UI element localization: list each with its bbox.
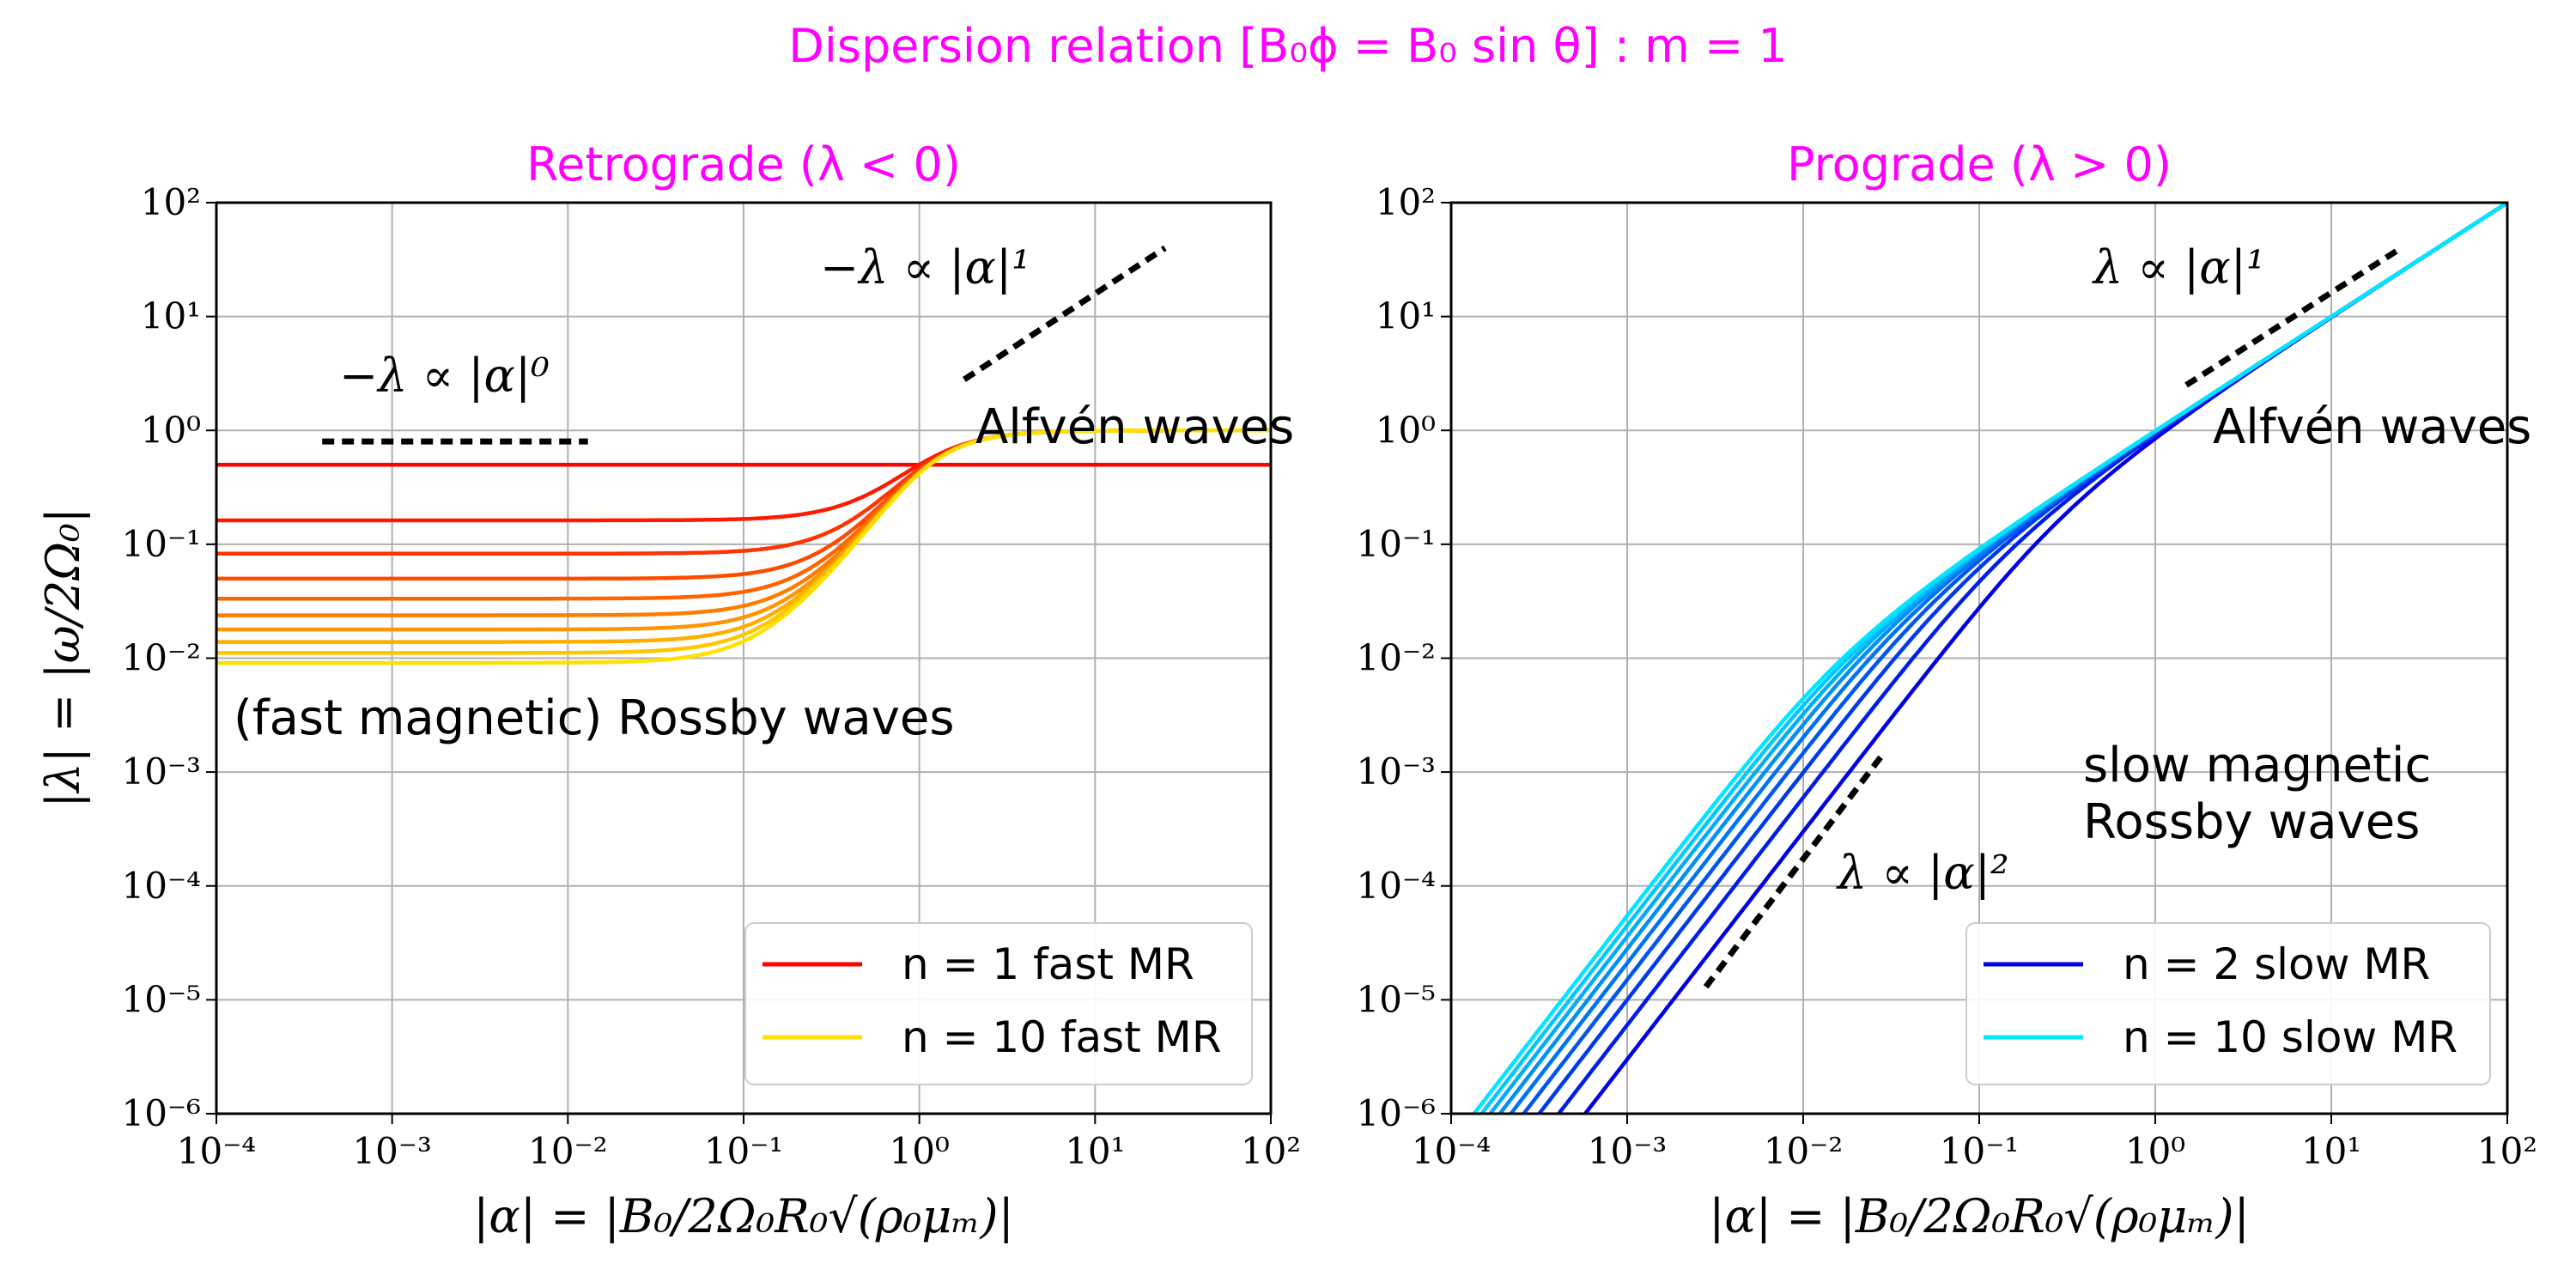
y-tick-label: 10⁻⁵ bbox=[122, 978, 201, 1020]
y-tick-label: 10⁻¹ bbox=[122, 523, 201, 565]
legend-box bbox=[744, 922, 1253, 1085]
retrograde-legend: n = 1 fast MR n = 10 fast MR bbox=[744, 922, 1253, 1085]
reference-line-1 bbox=[1703, 750, 1887, 989]
x-tick-label: 10⁻¹ bbox=[704, 1130, 783, 1172]
y-tick-label: 10⁻⁴ bbox=[1357, 865, 1436, 907]
legend-box-prograde bbox=[1965, 922, 2491, 1085]
retrograde-y-ticks: 10⁻⁶ 10⁻⁵ 10⁻⁴ 10⁻³ 10⁻² 10⁻¹ 10⁰ 10¹ 10² bbox=[122, 181, 216, 1134]
y-tick-label: 10⁰ bbox=[1376, 409, 1436, 451]
y-tick-label: 10² bbox=[141, 181, 201, 223]
x-tick-label: 10⁻³ bbox=[352, 1130, 431, 1172]
retrograde-y-axis-label: |λ| = |ω/2Ω₀| bbox=[36, 507, 90, 808]
x-tick-label: 10⁻³ bbox=[1588, 1130, 1667, 1172]
x-tick-label: 10⁰ bbox=[890, 1130, 950, 1172]
x-tick-label: 10² bbox=[1241, 1130, 1301, 1172]
retrograde-title: Retrograde (λ < 0) bbox=[526, 137, 961, 191]
x-tick-label: 10¹ bbox=[2301, 1130, 2361, 1172]
retrograde-panel: Retrograde (λ < 0) 10⁻⁴ 10⁻³ 10⁻² 10⁻¹ 10⁰ 10… bbox=[36, 137, 1301, 1243]
y-tick-label: 10¹ bbox=[1376, 295, 1436, 337]
y-tick-label: 10⁻⁶ bbox=[122, 1092, 201, 1134]
x-tick-label: 10⁻¹ bbox=[1940, 1130, 2019, 1172]
y-tick-label: 10⁰ bbox=[141, 409, 201, 451]
series-line-n10 bbox=[216, 428, 1271, 665]
y-tick-label: 10⁻³ bbox=[1357, 750, 1436, 793]
legend-label-n2-slow: n = 2 slow MR bbox=[2123, 939, 2430, 989]
legend-label-n10-slow: n = 10 slow MR bbox=[2123, 1012, 2458, 1062]
x-tick-label: 10⁻² bbox=[528, 1130, 607, 1172]
retrograde-reference-lines bbox=[322, 245, 1167, 445]
retrograde-x-ticks: 10⁻⁴ 10⁻³ 10⁻² 10⁻¹ 10⁰ 10¹ 10² bbox=[177, 1114, 1301, 1172]
x-tick-label: 10⁻⁴ bbox=[177, 1130, 256, 1172]
x-tick-label: 10¹ bbox=[1065, 1130, 1125, 1172]
x-tick-label: 10⁻⁴ bbox=[1412, 1130, 1491, 1172]
annotation-alfven-waves-prograde: Alfvén waves bbox=[2213, 399, 2531, 455]
annotation-rossby-waves: Rossby waves bbox=[2083, 794, 2420, 850]
legend-label-n10-fast: n = 10 fast MR bbox=[902, 1012, 1222, 1062]
x-tick-label: 10² bbox=[2477, 1130, 2537, 1172]
y-tick-label: 10⁻² bbox=[1357, 637, 1436, 679]
legend-label-n1-fast: n = 1 fast MR bbox=[902, 939, 1194, 989]
prograde-x-ticks: 10⁻⁴ 10⁻³ 10⁻² 10⁻¹ 10⁰ 10¹ 10² bbox=[1412, 1114, 2537, 1172]
y-tick-label: 10⁻⁴ bbox=[122, 865, 201, 907]
annotation-fast-rossby-waves: (fast magnetic) Rossby waves bbox=[234, 690, 955, 746]
retrograde-curves bbox=[216, 428, 1271, 665]
prograde-x-axis-label: |α| = |B₀/2Ω₀R₀√(ρ₀μₘ)| bbox=[1709, 1189, 2250, 1243]
y-tick-label: 10² bbox=[1376, 181, 1436, 223]
y-tick-label: 10⁻⁵ bbox=[1357, 978, 1436, 1020]
x-tick-label: 10⁻² bbox=[1764, 1130, 1843, 1172]
prograde-y-ticks: 10⁻⁶ 10⁻⁵ 10⁻⁴ 10⁻³ 10⁻² 10⁻¹ 10⁰ 10¹ 10² bbox=[1357, 181, 1451, 1134]
prograde-reference-lines bbox=[1703, 245, 2403, 989]
retrograde-x-axis-label: |α| = |B₀/2Ω₀R₀√(ρ₀μₘ)| bbox=[473, 1189, 1014, 1243]
x-tick-label: 10⁰ bbox=[2125, 1130, 2185, 1172]
series-line-n10 bbox=[1471, 203, 2507, 1114]
ref-label-alpha1: −λ ∝ |α|¹ bbox=[820, 240, 1030, 295]
y-tick-label: 10⁻⁶ bbox=[1357, 1092, 1436, 1134]
prograde-curves bbox=[1471, 203, 2507, 1114]
y-tick-label: 10⁻¹ bbox=[1357, 523, 1436, 565]
annotation-alfven-waves: Alfvén waves bbox=[975, 399, 1294, 455]
reference-line-0 bbox=[2184, 245, 2403, 388]
y-tick-label: 10⁻² bbox=[122, 637, 201, 679]
prograde-title: Prograde (λ > 0) bbox=[1787, 137, 2172, 191]
reference-line-1 bbox=[962, 245, 1167, 382]
ref-label-prograde-alpha1: λ ∝ |α|¹ bbox=[2092, 240, 2265, 295]
y-tick-label: 10¹ bbox=[141, 295, 201, 337]
y-tick-label: 10⁻³ bbox=[122, 750, 201, 793]
prograde-panel: Prograde (λ > 0) 10⁻⁴ 10⁻³ 10⁻² 10⁻¹ 10⁰ 10¹ 1… bbox=[1357, 137, 2538, 1243]
ref-label-alpha0: −λ ∝ |α|⁰ bbox=[339, 349, 550, 403]
prograde-legend: n = 2 slow MR n = 10 slow MR bbox=[1965, 922, 2491, 1085]
figure-suptitle: Dispersion relation [B₀ϕ = B₀ sin θ] : m… bbox=[788, 19, 1787, 73]
ref-label-prograde-alpha2: λ ∝ |α|² bbox=[1836, 846, 2009, 900]
annotation-slow-magnetic: slow magnetic bbox=[2083, 738, 2431, 793]
